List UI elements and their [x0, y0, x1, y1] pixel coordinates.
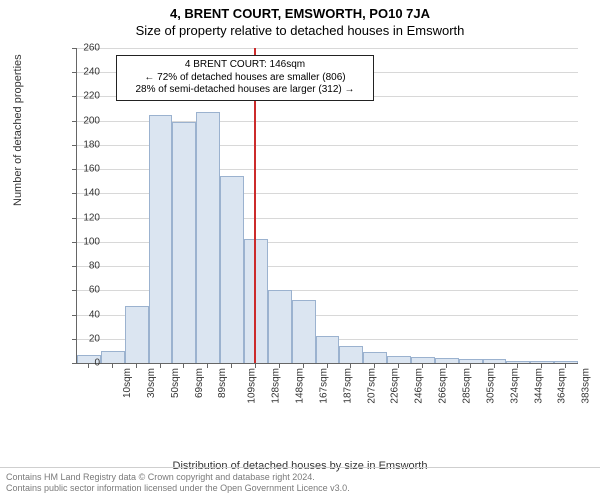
- histogram-bar: [554, 361, 578, 363]
- footer-line-1: Contains HM Land Registry data © Crown c…: [6, 472, 594, 483]
- x-tick-label: 344sqm: [533, 368, 544, 404]
- x-tick-mark: [350, 364, 351, 368]
- x-tick-mark: [517, 364, 518, 368]
- x-tick-mark: [494, 364, 495, 368]
- histogram-bar: [268, 290, 292, 363]
- y-tick-mark: [72, 315, 76, 316]
- histogram-bar: [387, 356, 411, 363]
- x-tick-label: 226sqm: [390, 368, 401, 404]
- x-tick-label: 50sqm: [170, 368, 181, 398]
- x-tick-mark: [327, 364, 328, 368]
- x-tick-mark: [231, 364, 232, 368]
- histogram-bar: [196, 112, 220, 363]
- x-tick-mark: [446, 364, 447, 368]
- x-tick-label: 364sqm: [557, 368, 568, 404]
- histogram-bar: [101, 351, 125, 363]
- x-tick-label: 305sqm: [485, 368, 496, 404]
- callout-line-1: 4 BRENT COURT: 146sqm: [123, 59, 367, 72]
- y-tick-mark: [72, 218, 76, 219]
- histogram-bar: [483, 359, 507, 363]
- x-tick-mark: [398, 364, 399, 368]
- footer-line-2: Contains public sector information licen…: [6, 483, 594, 494]
- x-tick-label: 266sqm: [438, 368, 449, 404]
- x-tick-mark: [183, 364, 184, 368]
- page-subtitle: Size of property relative to detached ho…: [0, 21, 600, 38]
- y-tick-mark: [72, 145, 76, 146]
- x-tick-label: 10sqm: [122, 368, 133, 398]
- x-tick-label: 285sqm: [462, 368, 473, 404]
- y-tick-mark: [72, 72, 76, 73]
- x-tick-label: 69sqm: [194, 368, 205, 398]
- x-tick-mark: [207, 364, 208, 368]
- y-tick-mark: [72, 266, 76, 267]
- x-tick-label: 187sqm: [342, 368, 353, 404]
- grid-line: [77, 48, 578, 49]
- callout-line-3: 28% of semi-detached houses are larger (…: [123, 84, 367, 97]
- x-tick-mark: [112, 364, 113, 368]
- callout-box: 4 BRENT COURT: 146sqm ← 72% of detached …: [116, 55, 374, 101]
- x-tick-mark: [279, 364, 280, 368]
- x-tick-label: 207sqm: [366, 368, 377, 404]
- page-title: 4, BRENT COURT, EMSWORTH, PO10 7JA: [0, 0, 600, 21]
- histogram-bar: [220, 176, 244, 363]
- histogram-bar: [339, 346, 363, 363]
- y-tick-mark: [72, 193, 76, 194]
- histogram-bar: [506, 361, 530, 363]
- histogram-bar: [292, 300, 316, 363]
- x-tick-label: 167sqm: [318, 368, 329, 404]
- histogram-bar: [149, 115, 173, 363]
- x-tick-label: 383sqm: [581, 368, 592, 404]
- x-tick-mark: [422, 364, 423, 368]
- histogram-bar: [411, 357, 435, 363]
- x-tick-mark: [565, 364, 566, 368]
- x-tick-mark: [88, 364, 89, 368]
- x-tick-mark: [136, 364, 137, 368]
- x-tick-mark: [470, 364, 471, 368]
- y-tick-mark: [72, 363, 76, 364]
- x-tick-mark: [160, 364, 161, 368]
- x-tick-label: 246sqm: [414, 368, 425, 404]
- histogram-bar: [435, 358, 459, 363]
- histogram-bar: [530, 361, 554, 363]
- y-tick-mark: [72, 290, 76, 291]
- histogram-bar: [244, 239, 268, 363]
- x-tick-mark: [303, 364, 304, 368]
- x-tick-mark: [255, 364, 256, 368]
- footer-attribution: Contains HM Land Registry data © Crown c…: [0, 467, 600, 499]
- x-tick-label: 89sqm: [217, 368, 228, 398]
- histogram-bar: [363, 352, 387, 363]
- histogram-bar: [125, 306, 149, 363]
- x-tick-label: 148sqm: [295, 368, 306, 404]
- y-tick-mark: [72, 242, 76, 243]
- x-tick-label: 30sqm: [146, 368, 157, 398]
- histogram-bar: [459, 359, 483, 363]
- y-tick-mark: [72, 48, 76, 49]
- y-tick-mark: [72, 96, 76, 97]
- histogram-bar: [172, 122, 196, 363]
- y-tick-mark: [72, 169, 76, 170]
- x-tick-label: 324sqm: [509, 368, 520, 404]
- x-tick-label: 109sqm: [247, 368, 258, 404]
- chart-container: { "header": { "address": "4, BRENT COURT…: [0, 0, 600, 500]
- x-tick-mark: [374, 364, 375, 368]
- histogram-bar: [316, 336, 340, 363]
- callout-line-2: ← 72% of detached houses are smaller (80…: [123, 72, 367, 85]
- x-tick-label: 128sqm: [271, 368, 282, 404]
- x-tick-mark: [541, 364, 542, 368]
- y-tick-mark: [72, 121, 76, 122]
- y-tick-mark: [72, 339, 76, 340]
- y-axis-label: Number of detached properties: [12, 54, 24, 206]
